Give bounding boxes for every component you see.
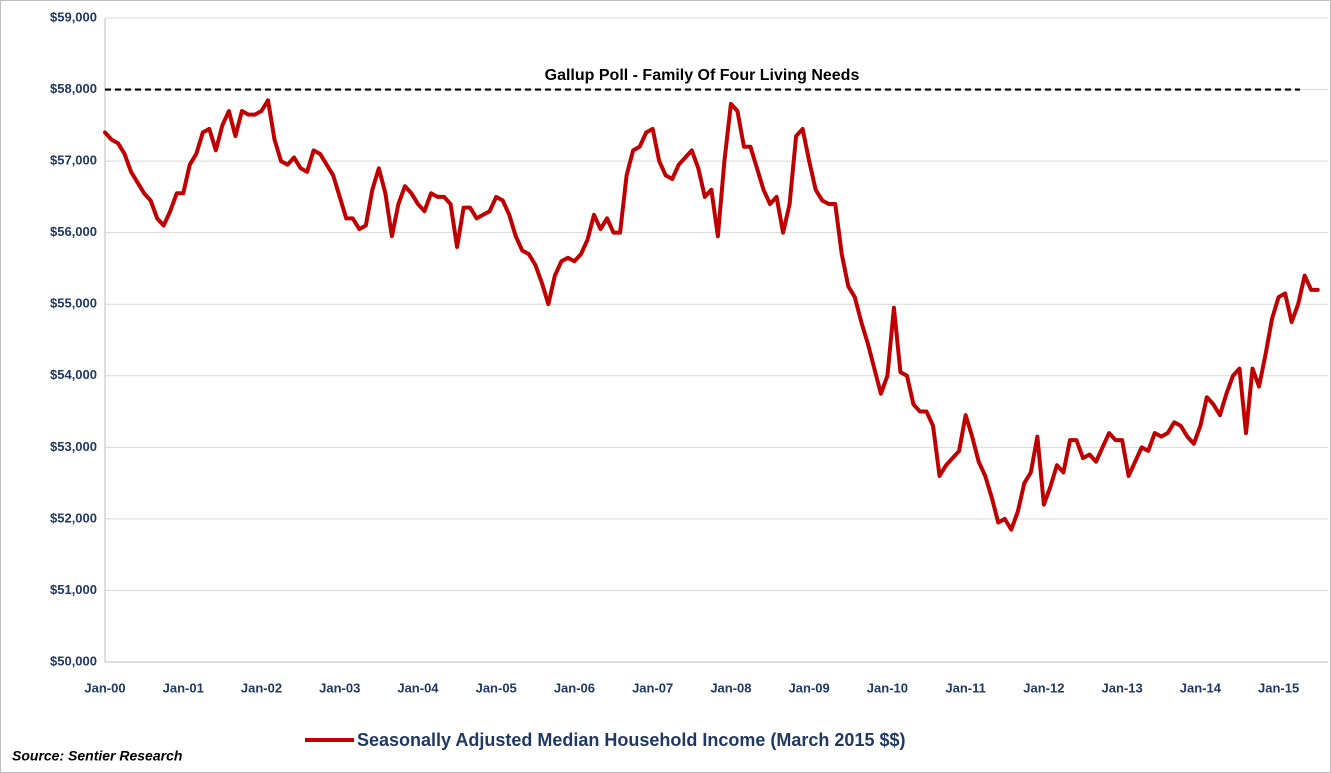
x-tick-label: Jan-02 xyxy=(241,680,282,695)
x-tick-label: Jan-08 xyxy=(710,680,751,695)
y-tick-label: $56,000 xyxy=(50,224,97,239)
x-tick-label: Jan-13 xyxy=(1102,680,1143,695)
x-tick-label: Jan-06 xyxy=(554,680,595,695)
data-line xyxy=(103,98,1320,532)
y-tick-label: $58,000 xyxy=(50,81,97,96)
x-tick-label: Jan-09 xyxy=(789,680,830,695)
y-tick-label: $57,000 xyxy=(50,153,97,168)
x-tick-label: Jan-04 xyxy=(397,680,439,695)
x-tick-label: Jan-00 xyxy=(84,680,125,695)
x-tick-label: Jan-15 xyxy=(1258,680,1299,695)
y-tick-label: $52,000 xyxy=(50,510,97,525)
x-tick-label: Jan-01 xyxy=(163,680,204,695)
legend-label: Seasonally Adjusted Median Household Inc… xyxy=(357,730,905,750)
y-tick-label: $53,000 xyxy=(50,439,97,454)
x-tick-label: Jan-03 xyxy=(319,680,360,695)
reference-label: Gallup Poll - Family Of Four Living Need… xyxy=(545,67,860,84)
x-tick-label: Jan-07 xyxy=(632,680,673,695)
y-tick-label: $50,000 xyxy=(50,653,97,668)
x-tick-label: Jan-10 xyxy=(867,680,908,695)
y-tick-label: $54,000 xyxy=(50,367,97,382)
x-tick-label: Jan-14 xyxy=(1180,680,1222,695)
source-note: Source: Sentier Research xyxy=(12,748,182,764)
y-tick-label: $59,000 xyxy=(50,9,97,24)
y-tick-label: $51,000 xyxy=(50,582,97,597)
y-tick-label: $55,000 xyxy=(50,296,97,311)
x-tick-label: Jan-11 xyxy=(945,680,985,695)
x-tick-label: Jan-05 xyxy=(476,680,517,695)
x-tick-label: Jan-12 xyxy=(1023,680,1064,695)
